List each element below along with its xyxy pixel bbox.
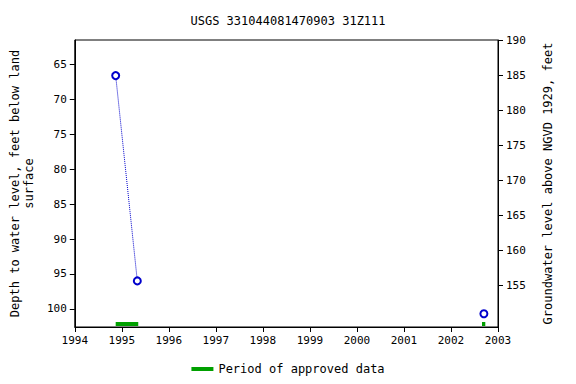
svg-text:2001: 2001 [391, 334, 418, 347]
svg-text:75: 75 [54, 128, 67, 141]
svg-text:70: 70 [54, 93, 67, 106]
svg-text:100: 100 [47, 302, 67, 315]
svg-text:85: 85 [54, 198, 67, 211]
svg-text:170: 170 [506, 174, 526, 187]
svg-text:Depth to water level, feet bel: Depth to water level, feet below land [8, 50, 22, 317]
svg-text:USGS 331044081470903 31Z111: USGS 331044081470903 31Z111 [190, 14, 385, 28]
svg-text:1998: 1998 [250, 334, 277, 347]
svg-text:190: 190 [506, 34, 526, 47]
svg-text:surface: surface [22, 158, 36, 209]
svg-text:2002: 2002 [438, 334, 465, 347]
svg-text:Period of approved data: Period of approved data [218, 362, 384, 376]
svg-text:1994: 1994 [62, 334, 89, 347]
svg-text:1995: 1995 [109, 334, 136, 347]
svg-text:165: 165 [506, 209, 526, 222]
svg-text:175: 175 [506, 139, 526, 152]
svg-text:2003: 2003 [485, 334, 512, 347]
svg-text:155: 155 [506, 279, 526, 292]
svg-text:65: 65 [54, 58, 67, 71]
svg-text:Groundwater level above NGVD 1: Groundwater level above NGVD 1929, feet [541, 43, 555, 325]
svg-text:80: 80 [54, 163, 67, 176]
svg-text:1996: 1996 [156, 334, 183, 347]
svg-text:1999: 1999 [297, 334, 324, 347]
svg-text:1997: 1997 [203, 334, 230, 347]
svg-text:160: 160 [506, 244, 526, 257]
svg-text:180: 180 [506, 104, 526, 117]
svg-text:95: 95 [54, 267, 67, 280]
svg-text:185: 185 [506, 69, 526, 82]
svg-text:2000: 2000 [344, 334, 371, 347]
svg-text:90: 90 [54, 233, 67, 246]
